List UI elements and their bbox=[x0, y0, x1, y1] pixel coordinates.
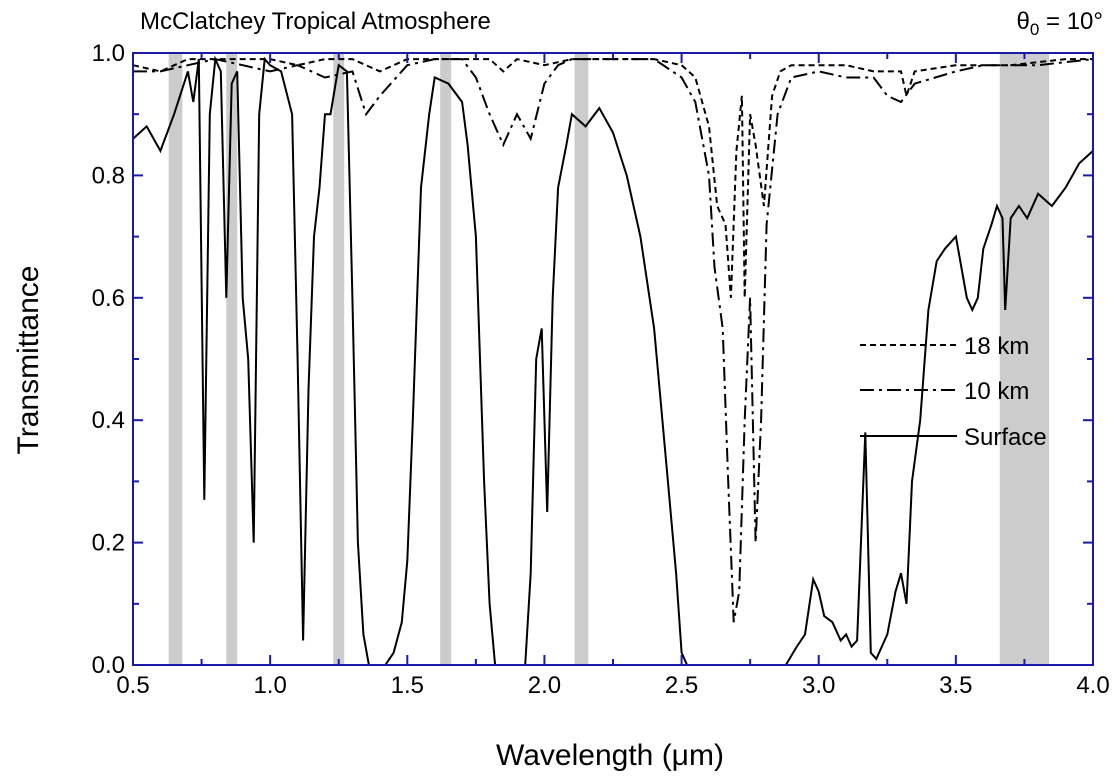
shaded-band-5 bbox=[999, 53, 1050, 665]
y-tick-label: 0.8 bbox=[92, 162, 125, 189]
legend: 18 km 10 km Surface bbox=[860, 333, 1047, 451]
series-18-km-line bbox=[132, 58, 1093, 298]
y-tick-labels: 0.0 0.2 0.4 0.6 0.8 1.0 bbox=[92, 40, 125, 679]
plot-frame bbox=[132, 52, 1094, 666]
series-10-km-line bbox=[133, 58, 1094, 623]
solar-zenith-angle-label: θ0 = 10° bbox=[1017, 8, 1103, 40]
x-tick-label: 2.5 bbox=[665, 672, 698, 699]
x-tick-label: 0.5 bbox=[116, 672, 149, 699]
y-tick-label: 0.6 bbox=[92, 285, 125, 312]
series-lines bbox=[132, 55, 1094, 666]
x-tick-label: 1.5 bbox=[391, 672, 424, 699]
x-tick-labels: 0.5 1.0 1.5 2.0 2.5 3.0 3.5 4.0 bbox=[116, 672, 1109, 699]
shaded-band-0 bbox=[168, 53, 183, 665]
theta-symbol: θ bbox=[1016, 8, 1030, 35]
shaded-band-2 bbox=[333, 53, 345, 665]
shaded-band-4 bbox=[574, 53, 589, 665]
legend-label-18-km: 18 km bbox=[964, 333, 1029, 360]
legend-label-10-km: 10 km bbox=[964, 378, 1029, 405]
x-tick-label: 2.0 bbox=[528, 672, 561, 699]
shaded-band-3 bbox=[440, 53, 452, 665]
legend-label-surface: Surface bbox=[964, 424, 1047, 451]
x-tick-label: 3.5 bbox=[939, 672, 972, 699]
shaded-bands bbox=[168, 53, 1050, 665]
chart-title: McClatchey Tropical Atmosphere bbox=[140, 8, 491, 35]
x-axis-label: Wavelength (μm) bbox=[496, 739, 724, 772]
y-tick-label: 0.2 bbox=[92, 530, 125, 557]
series-surface-line bbox=[132, 55, 1094, 666]
y-tick-label: 1.0 bbox=[92, 40, 125, 67]
x-tick-label: 1.0 bbox=[253, 672, 286, 699]
x-tick-label: 4.0 bbox=[1076, 672, 1109, 699]
y-axis-label: Transmittance bbox=[12, 266, 45, 455]
shaded-band-1 bbox=[226, 53, 238, 665]
y-tick-label: 0.4 bbox=[92, 407, 125, 434]
theta-subscript: 0 bbox=[1029, 20, 1040, 39]
angle-value: = 10° bbox=[1046, 8, 1103, 35]
x-tick-label: 3.0 bbox=[802, 672, 835, 699]
y-tick-label: 0.0 bbox=[92, 652, 125, 679]
axis-ticks bbox=[132, 52, 1094, 666]
